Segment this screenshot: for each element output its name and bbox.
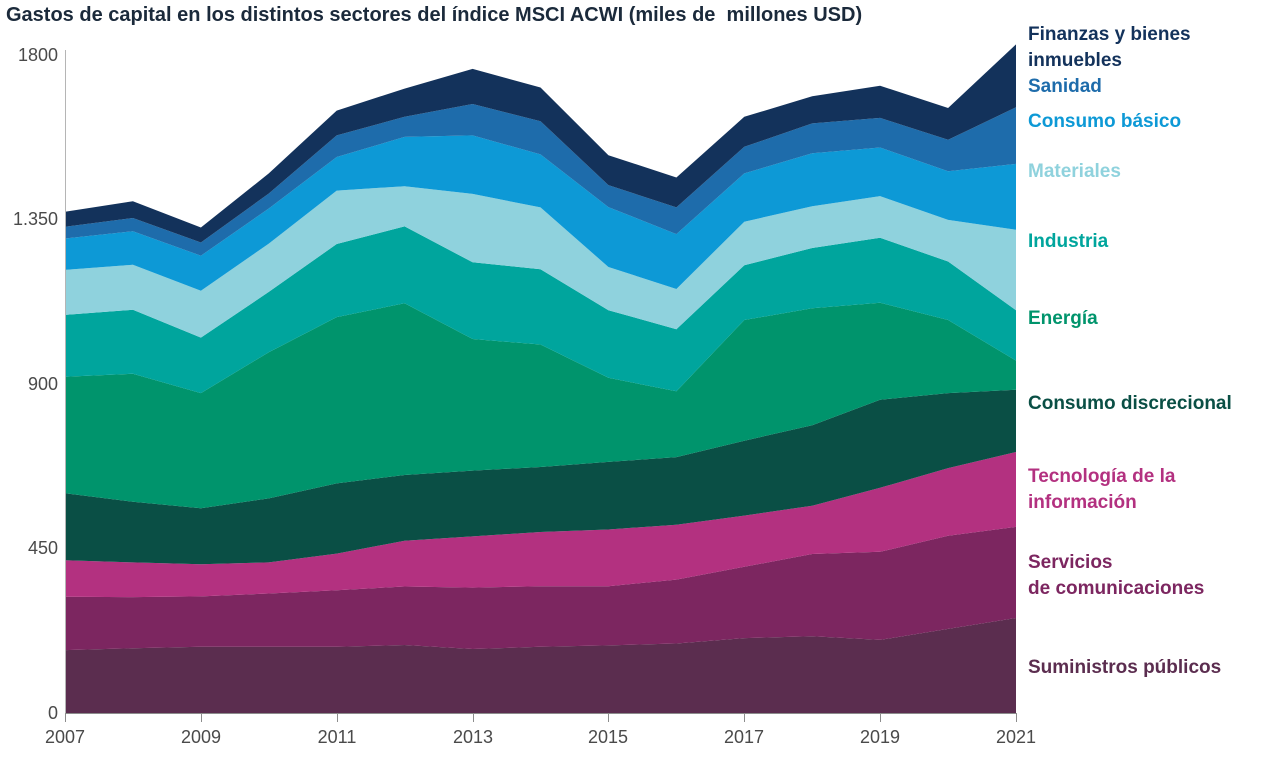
chart-title: Gastos de capital en los distintos secto… (6, 4, 863, 26)
x-tick-label-2013: 2013 (452, 727, 494, 747)
x-tick-2011 (337, 713, 338, 722)
x-tick-label-2011: 2011 (317, 727, 357, 747)
legend-item-energia: Energía (1028, 308, 1098, 329)
area-servicios-de-comunicaciones (65, 526, 1016, 651)
legend-item-sanidad: Sanidad (1028, 76, 1102, 97)
y-tick-label-1800: 1800 (17, 45, 58, 65)
x-tick-2009 (201, 713, 202, 722)
area-tecnologia-de-la-informacion (65, 452, 1016, 598)
legend-item-materiales: Materiales (1028, 161, 1121, 182)
area-finanzas-y-bienes-inmuebles (65, 44, 1016, 243)
area-materiales (65, 186, 1016, 338)
x-tick-2013 (473, 713, 474, 722)
y-tick-label-1350: 1.350 (12, 209, 58, 229)
y-tick-label-450: 450 (27, 538, 58, 558)
area-sanidad (65, 104, 1016, 256)
x-tick-label-2007: 2007 (44, 727, 86, 747)
x-tick-2019 (880, 713, 881, 722)
y-tick-label-0: 0 (47, 703, 58, 723)
legend-item-industria: Industria (1028, 231, 1109, 252)
y-tick-label-900: 900 (27, 374, 58, 394)
area-suministros-publicos (65, 618, 1016, 713)
legend-item-servicios: Servicios de comunicaciones (1028, 552, 1205, 599)
x-tick-label-2015: 2015 (587, 727, 629, 747)
x-axis-line (65, 713, 1016, 714)
area-consumo-basico (65, 135, 1016, 291)
legend: Finanzas y bienes inmuebles Sanidad Cons… (1028, 0, 1278, 757)
area-energia (65, 302, 1016, 509)
x-tick-label-2017: 2017 (723, 727, 765, 747)
x-tick-2017 (744, 713, 745, 722)
x-tick-2015 (608, 713, 609, 722)
x-tick-2007 (65, 713, 66, 722)
legend-item-finanzas: Finanzas y bienes inmuebles (1028, 24, 1191, 71)
x-tick-2021 (1016, 713, 1017, 722)
y-axis-line (65, 50, 66, 713)
legend-item-consumo-basico: Consumo básico (1028, 111, 1182, 132)
x-tick-label-2021: 2021 (995, 727, 1037, 747)
legend-item-suministros: Suministros públicos (1028, 657, 1222, 678)
area-consumo-discrecional (65, 389, 1016, 565)
x-tick-label-2009: 2009 (180, 727, 222, 747)
area-industria (65, 226, 1016, 394)
legend-item-consumo-discrecional: Consumo discrecional (1028, 393, 1232, 414)
x-tick-label-2019: 2019 (859, 727, 901, 747)
legend-item-tecnologia: Tecnología de la información (1028, 466, 1176, 513)
